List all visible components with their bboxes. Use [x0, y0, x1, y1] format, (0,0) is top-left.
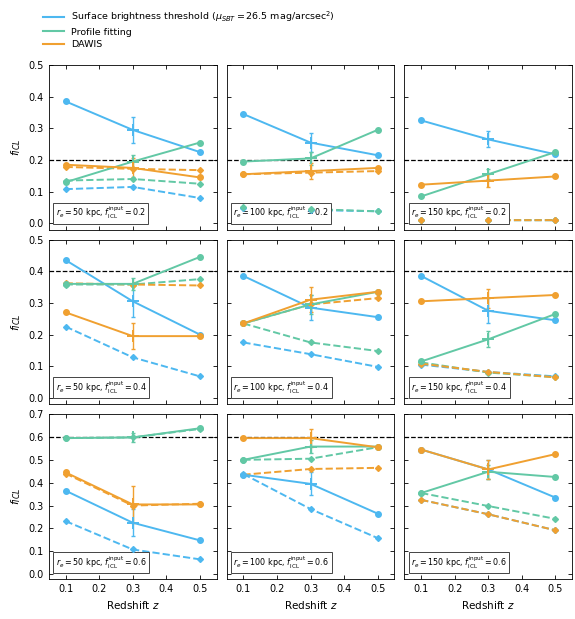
- Y-axis label: $f_{ICL}$: $f_{ICL}$: [9, 488, 23, 505]
- Text: $r_e = 50$ kpc, $f_{\rm ICL}^{\rm input} = 0.4$: $r_e = 50$ kpc, $f_{\rm ICL}^{\rm input}…: [56, 380, 147, 396]
- X-axis label: Redshift $z$: Redshift $z$: [283, 599, 338, 611]
- Text: $r_e = 50$ kpc, $f_{\rm ICL}^{\rm input} = 0.2$: $r_e = 50$ kpc, $f_{\rm ICL}^{\rm input}…: [56, 206, 146, 222]
- Text: $r_e = 100$ kpc, $f_{\rm ICL}^{\rm input} = 0.6$: $r_e = 100$ kpc, $f_{\rm ICL}^{\rm input…: [233, 555, 329, 571]
- X-axis label: Redshift $z$: Redshift $z$: [106, 599, 160, 611]
- Legend: Surface brightness threshold ($\mu_{SBT} = 26.5$ mag/arcsec$^2$), Profile fittin: Surface brightness threshold ($\mu_{SBT}…: [39, 6, 339, 53]
- Text: $r_e = 150$ kpc, $f_{\rm ICL}^{\rm input} = 0.4$: $r_e = 150$ kpc, $f_{\rm ICL}^{\rm input…: [411, 380, 507, 396]
- Y-axis label: $f_{ICL}$: $f_{ICL}$: [9, 313, 23, 331]
- Text: $r_e = 50$ kpc, $f_{\rm ICL}^{\rm input} = 0.6$: $r_e = 50$ kpc, $f_{\rm ICL}^{\rm input}…: [56, 555, 147, 571]
- Y-axis label: $f_{ICL}$: $f_{ICL}$: [9, 139, 23, 156]
- Text: $r_e = 100$ kpc, $f_{\rm ICL}^{\rm input} = 0.4$: $r_e = 100$ kpc, $f_{\rm ICL}^{\rm input…: [233, 380, 329, 396]
- Text: $r_e = 150$ kpc, $f_{\rm ICL}^{\rm input} = 0.6$: $r_e = 150$ kpc, $f_{\rm ICL}^{\rm input…: [411, 555, 507, 571]
- Text: $r_e = 150$ kpc, $f_{\rm ICL}^{\rm input} = 0.2$: $r_e = 150$ kpc, $f_{\rm ICL}^{\rm input…: [411, 206, 507, 222]
- Text: $r_e = 100$ kpc, $f_{\rm ICL}^{\rm input} = 0.2$: $r_e = 100$ kpc, $f_{\rm ICL}^{\rm input…: [233, 206, 329, 222]
- X-axis label: Redshift $z$: Redshift $z$: [461, 599, 515, 611]
